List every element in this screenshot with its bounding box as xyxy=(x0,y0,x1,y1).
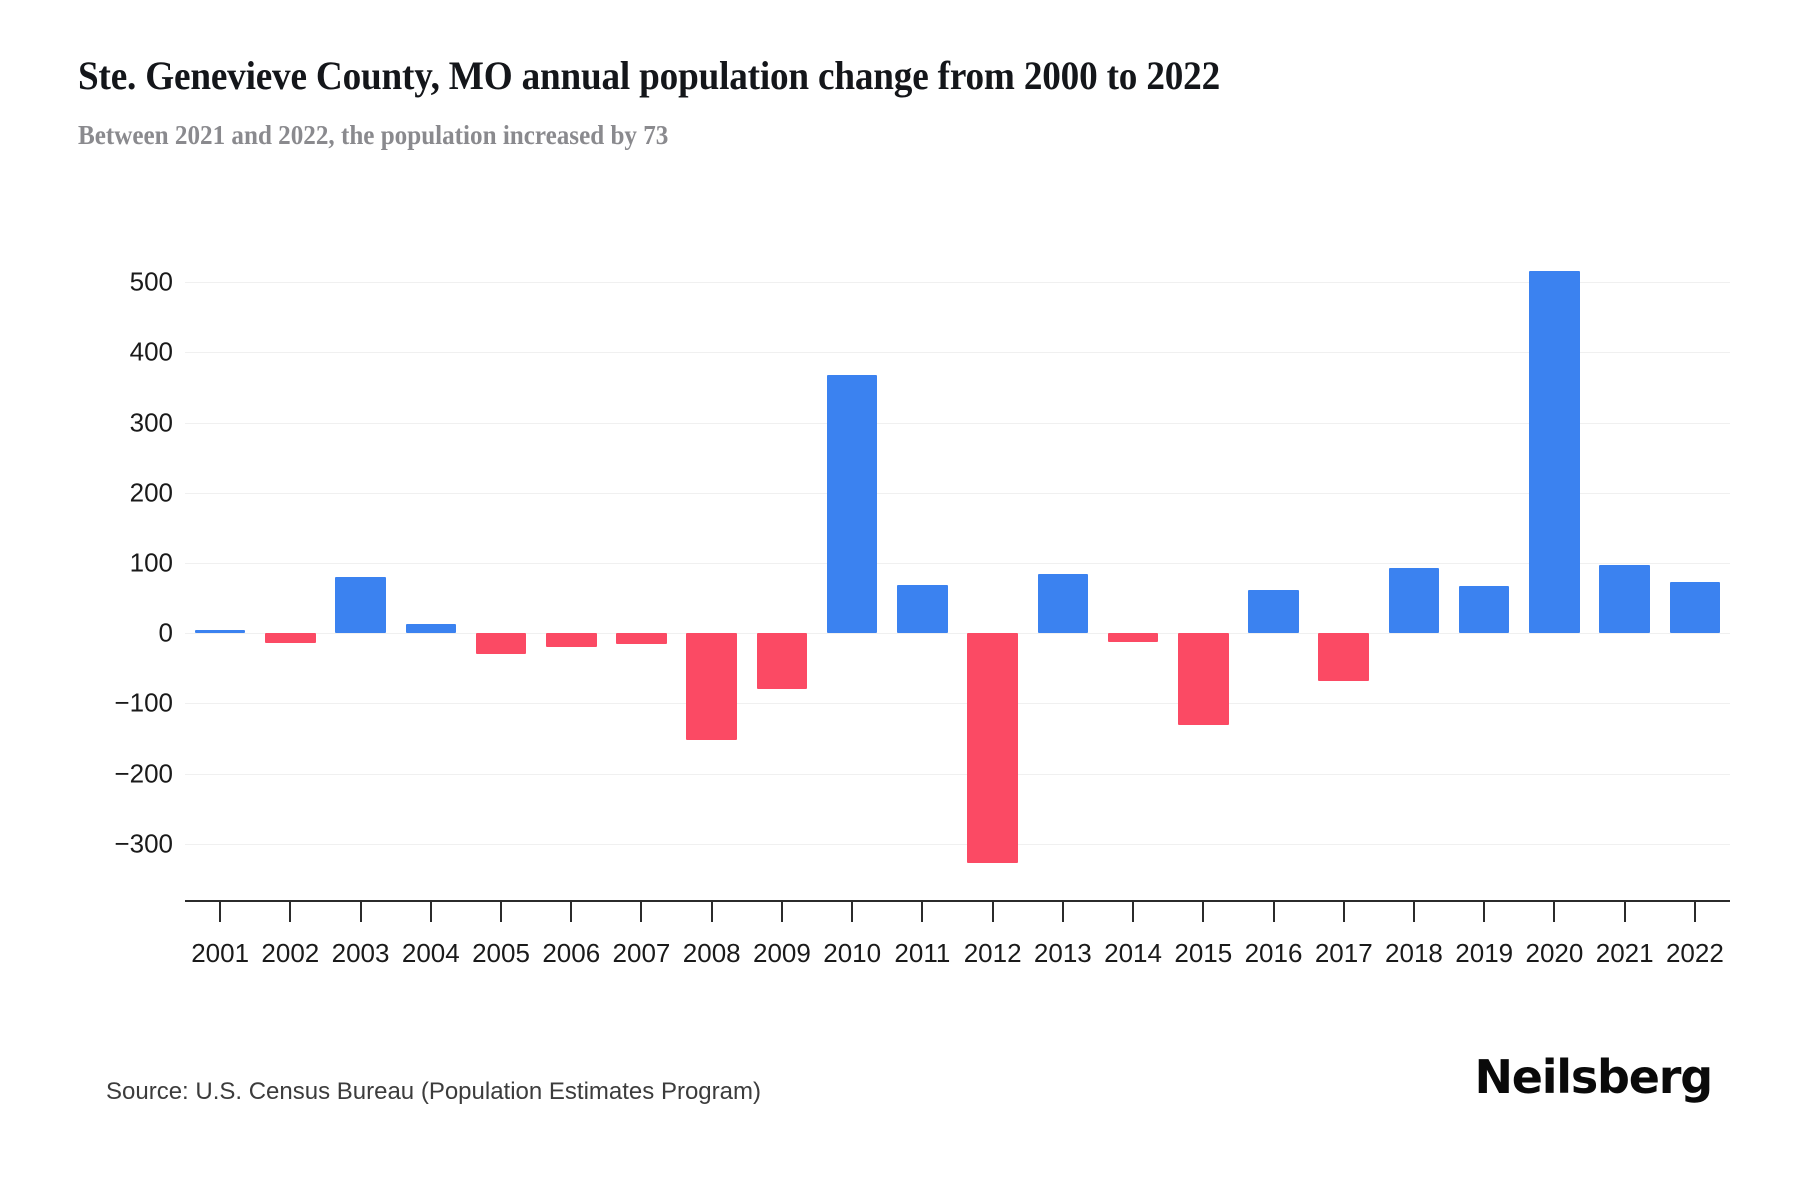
x-axis-tick xyxy=(1132,902,1135,922)
x-axis-tick xyxy=(219,902,222,922)
y-axis-tick-label: 300 xyxy=(129,407,173,438)
gridline xyxy=(185,843,1730,845)
x-axis-tick-label-2011: 2011 xyxy=(894,938,951,968)
x-axis-tick-label-2005: 2005 xyxy=(472,938,530,968)
x-axis-tick xyxy=(429,902,432,922)
bar-2010[interactable] xyxy=(826,374,878,634)
bar-2008[interactable] xyxy=(686,633,737,740)
bar-2005[interactable] xyxy=(475,633,527,654)
bar-2017[interactable] xyxy=(1318,633,1370,681)
bar-2012[interactable] xyxy=(967,633,1018,864)
x-axis-tick-label-2013: 2013 xyxy=(1033,938,1092,968)
x-axis-tick-label-2014: 2014 xyxy=(1104,938,1162,968)
x-axis-tick xyxy=(1272,902,1275,922)
y-axis-tick-label: 500 xyxy=(129,266,173,297)
y-axis-tick-label: 100 xyxy=(129,547,173,578)
bar-2021[interactable] xyxy=(1599,565,1650,634)
x-axis-tick-label-2001: 2001 xyxy=(191,938,250,968)
x-axis-tick-label-2012: 2012 xyxy=(963,938,1022,968)
y-axis-tick-label: 0 xyxy=(158,617,173,648)
x-axis-tick-label-2007: 2007 xyxy=(612,938,671,968)
bar-2013[interactable] xyxy=(1037,574,1089,634)
x-axis-tick-label-2021: 2021 xyxy=(1595,938,1654,968)
x-axis-tick xyxy=(1553,902,1556,922)
gridline xyxy=(185,422,1730,424)
y-axis-tick-label: −300 xyxy=(114,828,173,859)
bars-layer xyxy=(185,240,1730,900)
bar-2014[interactable] xyxy=(1107,633,1159,643)
x-axis-tick xyxy=(1061,902,1064,922)
plot-area: 500 400 300 200 100 0 −100 −200 −300 xyxy=(114,240,1730,900)
x-axis-tick-label-2019: 2019 xyxy=(1455,938,1514,968)
x-axis-tick-label-2008: 2008 xyxy=(682,938,741,968)
bar-2001[interactable] xyxy=(194,630,246,634)
bar-2003[interactable] xyxy=(335,577,386,634)
x-axis-tick xyxy=(289,902,292,922)
x-axis-tick-label-2016: 2016 xyxy=(1244,938,1303,968)
gridline xyxy=(185,282,1730,284)
y-axis-tick-label: −200 xyxy=(114,758,173,789)
x-axis-tick xyxy=(500,902,503,922)
x-axis-tick xyxy=(921,902,924,922)
bar-2015[interactable] xyxy=(1178,633,1229,726)
x-axis-tick xyxy=(1483,902,1486,922)
gridline xyxy=(185,633,1730,635)
page-title: Ste. Genevieve County, MO annual populat… xyxy=(78,53,1220,98)
x-axis-tick xyxy=(1342,902,1345,922)
bar-2016[interactable] xyxy=(1248,590,1299,634)
x-axis-tick-label-2018: 2018 xyxy=(1385,938,1443,968)
chart-subtitle: Between 2021 and 2022, the population in… xyxy=(78,120,669,150)
x-axis-tick xyxy=(1623,902,1626,922)
x-axis-tick xyxy=(359,902,362,922)
x-axis-tick-label-2015: 2015 xyxy=(1174,938,1233,968)
x-axis-line xyxy=(185,900,1730,902)
x-axis-tick-label-2009: 2009 xyxy=(753,938,811,968)
bar-2011[interactable] xyxy=(897,584,948,634)
gridline xyxy=(185,562,1730,564)
x-axis-tick xyxy=(570,902,573,922)
x-axis-tick-label-2004: 2004 xyxy=(401,938,460,968)
bar-2018[interactable] xyxy=(1388,567,1440,634)
source-note: Source: U.S. Census Bureau (Population E… xyxy=(106,1078,761,1105)
bar-2006[interactable] xyxy=(545,633,597,648)
x-axis-tick-label-2022: 2022 xyxy=(1665,938,1724,968)
x-axis-tick xyxy=(640,902,643,922)
bar-2019[interactable] xyxy=(1458,586,1510,634)
x-axis-tick xyxy=(991,902,994,922)
x-axis-tick-label-2002: 2002 xyxy=(261,938,320,968)
bar-2022[interactable] xyxy=(1669,581,1721,634)
bar-2004[interactable] xyxy=(405,624,457,634)
bar-2002[interactable] xyxy=(265,633,316,644)
x-axis-tick-label-2010: 2010 xyxy=(823,938,882,968)
bar-2020[interactable] xyxy=(1529,270,1580,634)
x-axis-tick xyxy=(710,902,713,922)
x-axis-tick-label-2017: 2017 xyxy=(1314,938,1373,968)
gridline xyxy=(185,773,1730,775)
x-axis-tick xyxy=(1412,902,1415,922)
x-axis-tick xyxy=(1202,902,1205,922)
x-axis-tick xyxy=(851,902,854,922)
bar-2007[interactable] xyxy=(616,633,667,645)
x-axis-tick-label-2003: 2003 xyxy=(331,938,390,968)
x-axis-tick-label-2006: 2006 xyxy=(542,938,601,968)
gridline xyxy=(185,492,1730,494)
brand-logo: Neilsberg xyxy=(1474,1050,1713,1104)
y-axis-tick-label: 400 xyxy=(129,336,173,367)
y-axis-tick-label: 200 xyxy=(129,477,173,508)
x-axis-tick-label-2020: 2020 xyxy=(1525,938,1584,968)
y-axis-tick-label: −100 xyxy=(114,687,173,718)
gridline xyxy=(185,703,1730,705)
x-axis-tick xyxy=(1693,902,1696,922)
x-axis-tick xyxy=(780,902,783,922)
bar-2009[interactable] xyxy=(756,633,808,690)
gridline xyxy=(185,352,1730,354)
